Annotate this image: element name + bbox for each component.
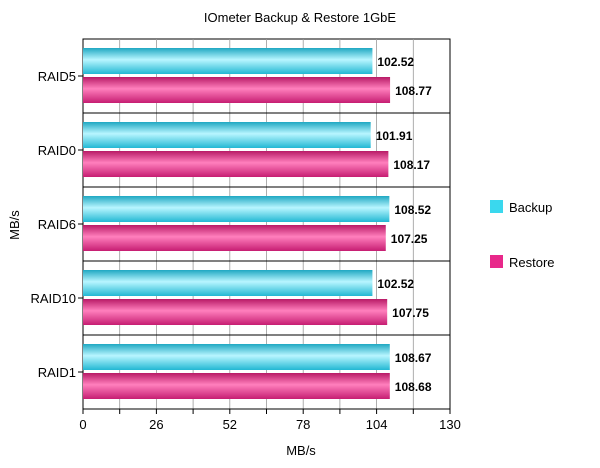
y-axis-label: MB/s: [7, 210, 22, 240]
legend-label-restore: Restore: [509, 255, 555, 270]
category-label: RAID1: [38, 365, 76, 380]
x-tick-label: 104: [366, 417, 388, 432]
data-label: 102.52: [377, 277, 414, 291]
bar-backup-raid6: [83, 196, 390, 222]
legend-swatch-backup: [490, 200, 503, 213]
data-label: 108.17: [393, 158, 430, 172]
bars-group: 102.52 108.77 101.91 108.17 108.52 107.25 102.…: [83, 48, 432, 399]
bar-restore-raid1: [83, 373, 390, 399]
bar-restore-raid5: [83, 77, 391, 103]
category-label: RAID0: [38, 143, 76, 158]
x-tick-label: 26: [149, 417, 163, 432]
bar-restore-raid0: [83, 151, 389, 177]
x-axis-ticks: 0 26 52 78 104 130: [79, 408, 461, 432]
legend: Backup Restore: [490, 200, 555, 270]
bar-backup-raid5: [83, 48, 373, 74]
legend-swatch-restore: [490, 255, 503, 268]
data-label: 108.67: [395, 351, 432, 365]
bar-backup-raid1: [83, 344, 390, 370]
legend-label-backup: Backup: [509, 200, 552, 215]
bar-backup-raid10: [83, 270, 373, 296]
category-labels: RAID5 RAID0 RAID6 RAID10 RAID1: [30, 69, 83, 380]
bar-backup-raid0: [83, 122, 371, 148]
data-label: 108.77: [395, 84, 432, 98]
x-tick-label: 52: [223, 417, 237, 432]
data-label: 107.75: [392, 306, 429, 320]
x-tick-label: 0: [79, 417, 86, 432]
chart-title: IOmeter Backup & Restore 1GbE: [204, 10, 397, 25]
data-label: 102.52: [377, 55, 414, 69]
category-label: RAID5: [38, 69, 76, 84]
data-label: 101.91: [376, 129, 413, 143]
x-tick-label: 130: [439, 417, 461, 432]
data-label: 108.68: [395, 380, 432, 394]
x-axis-label: MB/s: [286, 443, 316, 458]
x-tick-label: 78: [296, 417, 310, 432]
bar-restore-raid10: [83, 299, 388, 325]
data-label: 107.25: [391, 232, 428, 246]
data-label: 108.52: [394, 203, 431, 217]
bar-restore-raid6: [83, 225, 386, 251]
category-label: RAID10: [30, 291, 76, 306]
category-label: RAID6: [38, 217, 76, 232]
